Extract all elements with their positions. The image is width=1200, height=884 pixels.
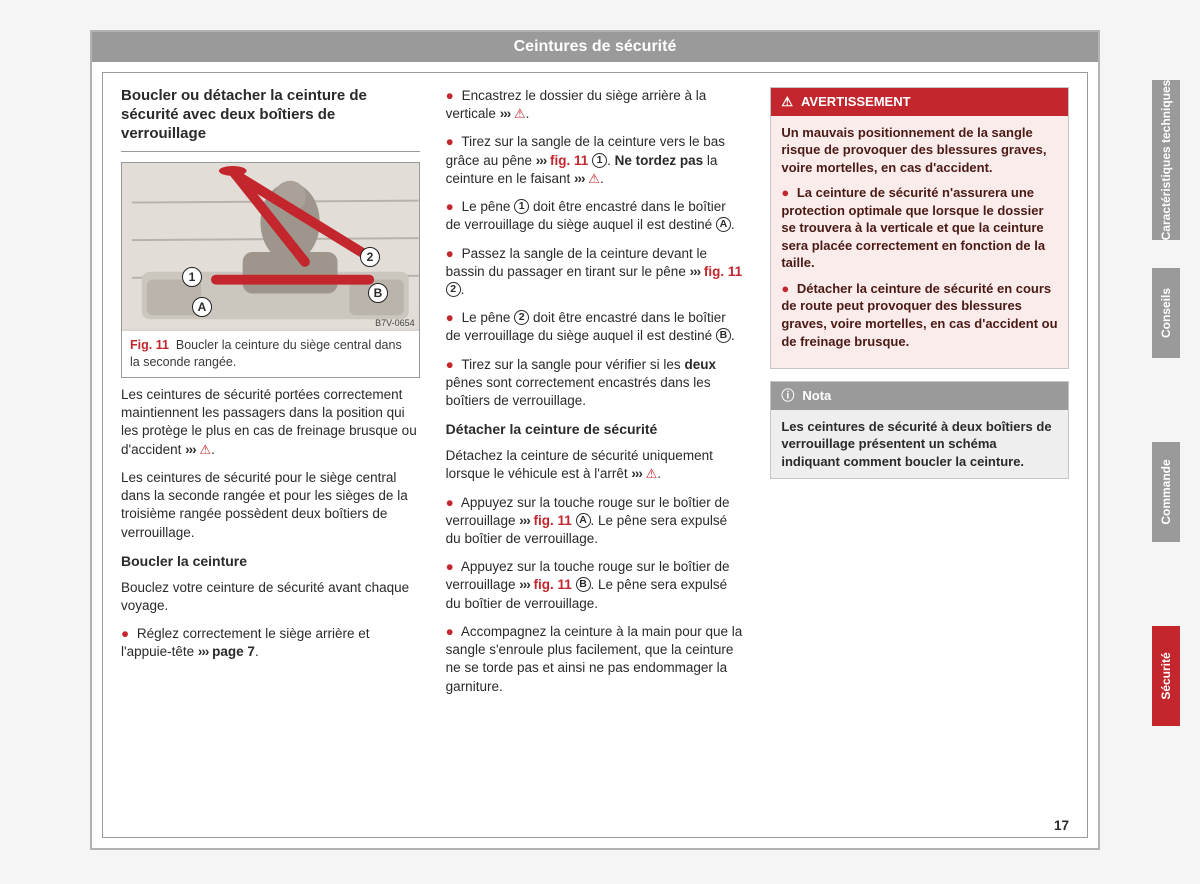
crossref-fig[interactable]: fig. 11 — [534, 577, 572, 592]
warning-head: ⚠ AVERTISSEMENT — [771, 88, 1068, 116]
subhead-detacher: Détacher la ceinture de sécurité — [446, 420, 745, 439]
crossref-fig[interactable]: fig. 11 — [550, 153, 588, 168]
c2-b3: ● Le pêne 1 doit être encastré dans le b… — [446, 198, 745, 234]
column-1: Boucler ou détacher la ceinture de sécur… — [121, 87, 420, 829]
subhead-boucler: Boucler la ceinture — [121, 552, 420, 571]
col1-bullet-1: ● Réglez correctement le siège arrière e… — [121, 625, 420, 661]
warning-box: ⚠ AVERTISSEMENT Un mauvais positionnemen… — [770, 87, 1069, 369]
c2-det-intro: Détachez la ceinture de sécurité uniquem… — [446, 447, 745, 483]
figure-code: B7V-0654 — [375, 317, 415, 329]
col1-para-3: Bouclez votre ceinture de sécurité avant… — [121, 579, 420, 615]
tab-securite[interactable]: Sécurité — [1152, 626, 1180, 726]
nota-title: Nota — [802, 387, 831, 405]
figure-image: 1 2 A B B7V-0654 — [122, 163, 419, 331]
side-tabs: Caractéristiques techniques Conseils Com… — [1110, 0, 1200, 884]
column-3: ⚠ AVERTISSEMENT Un mauvais positionnemen… — [770, 87, 1069, 829]
columns: Boucler ou détacher la ceinture de sécur… — [121, 87, 1069, 829]
figure-caption: Fig. 11 Boucler la ceinture du siège cen… — [122, 331, 419, 377]
col1-para-1: Les ceintures de sécurité portées correc… — [121, 386, 420, 459]
manual-page: Ceintures de sécurité Boucler ou détache… — [90, 30, 1100, 850]
tab-caracteristiques[interactable]: Caractéristiques techniques — [1152, 80, 1180, 240]
info-icon: ⓘ — [781, 387, 794, 405]
col1-para-2: Les ceintures de sécurité pour le siège … — [121, 469, 420, 542]
nota-body: Les ceintures de sécurité à deux boîtier… — [771, 410, 1068, 479]
warning-icon: ⚠ — [588, 171, 600, 186]
figure-ref: Fig. 11 — [130, 338, 169, 352]
c2-d2: ● Appuyez sur la touche rouge sur le boî… — [446, 558, 745, 613]
c2-b4: ● Passez la sangle de la ceinture devant… — [446, 245, 745, 300]
column-2: ● Encastrez le dossier du siège arrière … — [446, 87, 745, 829]
crossref-page[interactable]: page 7 — [212, 644, 255, 659]
c2-d3: ● Accompagnez la ceinture à la main pour… — [446, 623, 745, 696]
bullet-icon: ● — [121, 626, 133, 641]
tab-commande[interactable]: Commande — [1152, 442, 1180, 542]
crossref-fig[interactable]: fig. 11 — [704, 264, 742, 279]
figure-box: 1 2 A B B7V-0654 Fig. 11 Boucler la cein… — [121, 162, 420, 378]
nota-box: ⓘ Nota Les ceintures de sécurité à deux … — [770, 381, 1069, 479]
warning-body: Un mauvais positionnement de la sangle r… — [771, 116, 1068, 369]
page-header-title: Ceintures de sécurité — [514, 38, 677, 55]
nota-head: ⓘ Nota — [771, 382, 1068, 410]
warning-triangle-icon: ⚠ — [781, 93, 793, 111]
warning-icon: ⚠ — [646, 466, 658, 481]
seatbelt-illustration — [122, 163, 419, 329]
figure-caption-text: Boucler la ceinture du siège central dan… — [130, 338, 402, 369]
warning-icon: ⚠ — [514, 106, 526, 121]
crossref-arrow: ››› — [185, 442, 196, 457]
c2-d1: ● Appuyez sur la touche rouge sur le boî… — [446, 494, 745, 549]
warning-icon: ⚠ — [199, 442, 211, 457]
c2-b6: ● Tirez sur la sangle pour vérifier si l… — [446, 356, 745, 411]
c2-b1: ● Encastrez le dossier du siège arrière … — [446, 87, 745, 123]
circ-ref: 1 — [592, 153, 607, 168]
section-title: Boucler ou détacher la ceinture de sécur… — [121, 87, 420, 152]
page-number: 17 — [1054, 818, 1069, 833]
crossref-fig[interactable]: fig. 11 — [534, 513, 572, 528]
c2-b5: ● Le pêne 2 doit être encastré dans le b… — [446, 309, 745, 345]
c2-b2: ● Tirez sur la sangle de la ceinture ver… — [446, 133, 745, 188]
warning-title: AVERTISSEMENT — [801, 93, 911, 111]
page-header-band: Ceintures de sécurité — [92, 32, 1098, 62]
content-frame: Boucler ou détacher la ceinture de sécur… — [102, 72, 1088, 838]
tab-conseils[interactable]: Conseils — [1152, 268, 1180, 358]
